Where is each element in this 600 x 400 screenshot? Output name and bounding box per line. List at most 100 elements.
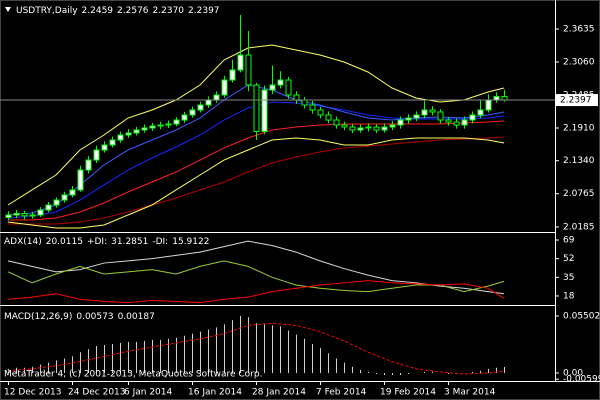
y-tick-label: 69 [563, 236, 575, 246]
candle-body [477, 109, 484, 116]
menu-arrow [5, 7, 11, 12]
candle-body [77, 169, 84, 191]
candle-body [445, 119, 452, 123]
y-tick-label: 52 [563, 254, 574, 264]
candle-body [501, 95, 508, 101]
candle-body [493, 95, 500, 101]
candle-body [421, 109, 428, 116]
candle-body [181, 114, 188, 121]
y-tick-label: 18 [563, 291, 575, 301]
candle-body [461, 119, 468, 126]
candle-body [85, 159, 92, 171]
indicator-line [7, 260, 505, 293]
header-part: 15.9122 [172, 237, 209, 247]
candle-body [29, 214, 36, 217]
candle-body [141, 127, 148, 131]
y-tick-label: 2.0765 [563, 189, 595, 199]
x-tick-label: 28 Jan 2014 [252, 388, 306, 398]
candle-body [429, 109, 436, 113]
candle-body [405, 117, 412, 121]
y-tick-label: 2.0185 [563, 222, 595, 232]
copyright: MetaTrader 4, (c) 2001-2013, MetaQuotes … [4, 370, 262, 380]
header-part: 2.2370 [153, 6, 185, 16]
candle-body [221, 79, 228, 96]
candle-body [485, 99, 492, 111]
overlay-line [7, 137, 505, 229]
candle-body [357, 127, 364, 131]
candle-body [109, 139, 116, 146]
candle-body [309, 104, 316, 111]
candle-body [277, 79, 284, 86]
candle-body [229, 69, 236, 81]
candle-body [205, 99, 212, 106]
last-price-label: 2.2397 [560, 96, 592, 106]
candle-body [53, 199, 60, 206]
candle-body [13, 212, 20, 216]
candle-body [437, 111, 444, 121]
candle-body [469, 114, 476, 121]
candle-body [213, 94, 220, 101]
candle-body [269, 84, 276, 91]
candle-body [413, 114, 420, 119]
x-tick-label: 24 Dec 2013 [68, 388, 126, 398]
candle-body [125, 132, 132, 136]
candle-body [165, 123, 172, 126]
y-tick-label: 2.1340 [563, 156, 595, 166]
x-tick-label: 3 Mar 2014 [444, 388, 496, 398]
header-part: 20.0115 [46, 237, 83, 247]
header-part: 0.00573 [76, 312, 113, 322]
panel-header: MACD(12,26,9) 0.00573 0.00187 [4, 312, 155, 322]
candle-body [381, 126, 388, 131]
y-tick-label: 2.3635 [563, 25, 595, 35]
x-tick-label: 6 Jan 2014 [124, 388, 172, 398]
panel-header: ADX(14) 20.0115 +DI: 31.2851 -DI: 15.9122 [4, 237, 209, 247]
x-tick-label: 12 Dec 2013 [4, 388, 62, 398]
y-tick-label: 0.00 [563, 368, 583, 378]
candle-body [349, 126, 356, 131]
header-part: 2.2459 [82, 6, 114, 16]
candle-body [93, 149, 100, 161]
candle-body [261, 89, 268, 132]
y-tick-label: 2.1910 [563, 124, 595, 134]
candle-body [373, 126, 380, 131]
candle-body [341, 124, 348, 128]
header-part: 2.2576 [117, 6, 149, 16]
indicator-line [7, 280, 505, 304]
overlay-line [7, 101, 505, 219]
header-part: +DI: [87, 237, 107, 247]
x-tick-label: 19 Feb 2014 [380, 388, 436, 398]
candle-body [389, 124, 396, 128]
candle-body [317, 109, 324, 116]
y-tick-label: 35 [563, 273, 574, 283]
y-tick-label: -0.00599 [563, 375, 600, 385]
candle-body [133, 129, 140, 134]
signal-line [7, 322, 505, 375]
x-tick-label: 16 Jan 2014 [188, 388, 242, 398]
header-part: 31.2851 [111, 237, 148, 247]
candle-body [149, 125, 156, 129]
y-tick-label: 2.3060 [563, 58, 595, 68]
y-tick-label: 0.05502 [563, 312, 600, 322]
header-part: ADX(14) [4, 237, 42, 247]
candle-body [101, 144, 108, 151]
panel-header: USDTRY,Daily 2.2459 2.2576 2.2370 2.2397 [16, 6, 220, 16]
header-part: USDTRY,Daily [16, 6, 78, 16]
candle-body [245, 54, 252, 86]
candle-body [189, 109, 196, 116]
last-price-box [556, 94, 598, 107]
candle-body [61, 194, 68, 201]
candle-body [397, 119, 404, 126]
x-tick-label: 7 Feb 2014 [316, 388, 367, 398]
candle-body [5, 214, 12, 219]
candle-body [69, 189, 76, 196]
header-part: MACD(12,26,9) [4, 312, 72, 322]
candle-body [173, 119, 180, 125]
candle-body [301, 99, 308, 106]
candle-body [325, 114, 332, 121]
candle-body [197, 104, 204, 111]
overlay-line [8, 136, 505, 225]
candle-body [453, 121, 460, 126]
